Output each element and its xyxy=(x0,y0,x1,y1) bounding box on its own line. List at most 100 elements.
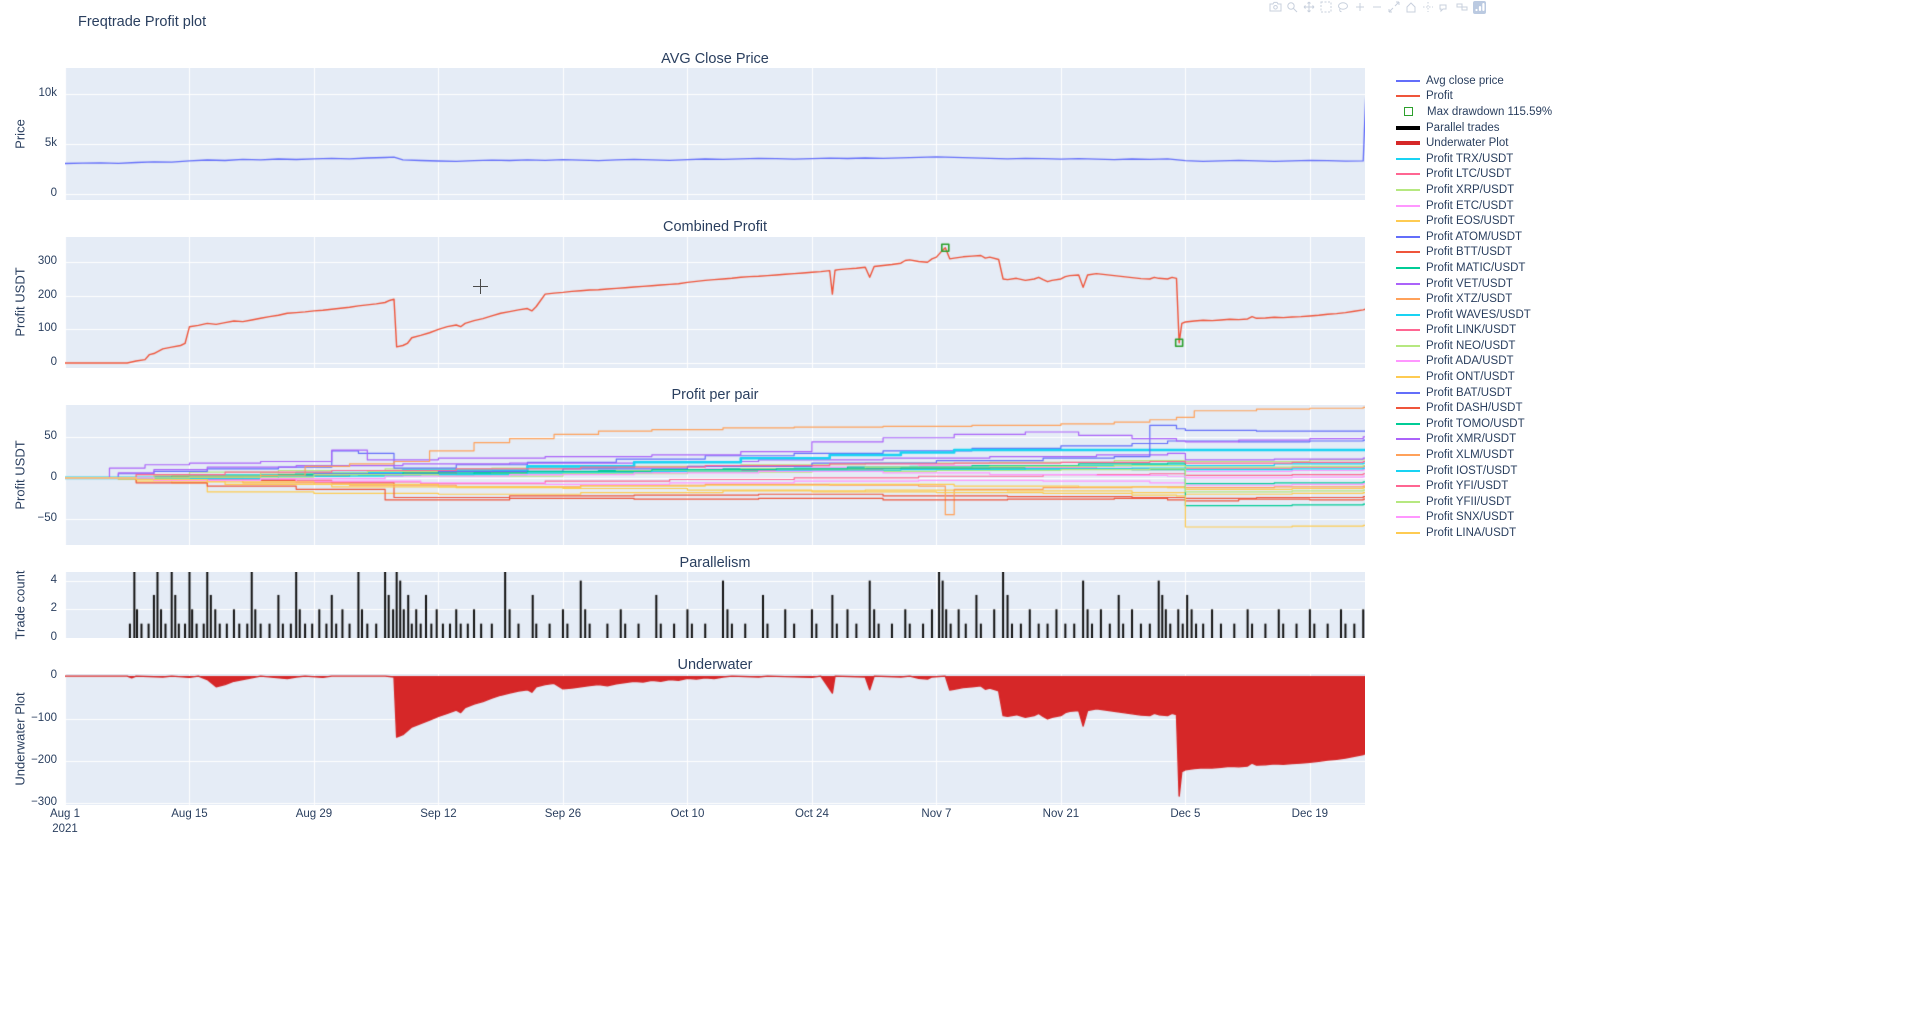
legend-line-sample xyxy=(1396,500,1420,503)
legend-item[interactable]: Profit BAT/USDT xyxy=(1396,385,1552,401)
y-axis-label-trade-count: Trade count xyxy=(12,570,28,640)
hover-closest-icon[interactable] xyxy=(1438,1,1452,13)
legend-line-sample xyxy=(1396,220,1420,223)
legend-item[interactable]: Profit BTT/USDT xyxy=(1396,245,1552,261)
legend-label: Profit XMR/USDT xyxy=(1426,433,1517,446)
legend-line-sample xyxy=(1396,391,1420,394)
zoom-in-icon[interactable] xyxy=(1353,1,1367,13)
y-tick-label: −100 xyxy=(31,711,57,724)
legend-label: Profit LINA/USDT xyxy=(1426,527,1517,540)
x-tick-label: Dec 19 xyxy=(1291,808,1329,820)
zoom-icon[interactable] xyxy=(1285,1,1299,13)
legend-line-sample xyxy=(1396,469,1420,472)
legend-line-sample xyxy=(1396,422,1420,425)
legend-item[interactable]: Profit DASH/USDT xyxy=(1396,400,1552,416)
legend-item[interactable]: Profit ADA/USDT xyxy=(1396,354,1552,370)
plotly-logo-icon[interactable] xyxy=(1472,1,1486,14)
y-tick-label: 0 xyxy=(50,669,57,682)
legend-item[interactable]: Profit LINK/USDT xyxy=(1396,323,1552,339)
legend-item[interactable]: Profit XRP/USDT xyxy=(1396,182,1552,198)
x-tick-label: Oct 10 xyxy=(670,808,705,820)
legend-item[interactable]: Max drawdown 115.59% xyxy=(1396,104,1552,120)
y-tick-label: 100 xyxy=(37,322,57,335)
legend-item[interactable]: Profit NEO/USDT xyxy=(1396,338,1552,354)
combined-profit-plot[interactable] xyxy=(65,237,1365,368)
legend-label: Profit TRX/USDT xyxy=(1426,152,1514,165)
legend-item[interactable]: Profit YFI/USDT xyxy=(1396,478,1552,494)
y-tick-label: 5k xyxy=(44,137,57,149)
legend-item[interactable]: Parallel trades xyxy=(1396,120,1552,136)
legend: Avg close price Profit Max drawdown 115.59… xyxy=(1396,73,1552,541)
underwater-plot[interactable] xyxy=(65,674,1365,805)
legend-item[interactable]: Underwater Plot xyxy=(1396,135,1552,151)
legend-line-sample xyxy=(1396,298,1420,301)
y-axis-label-underwater-plot: Underwater Plot xyxy=(12,692,28,786)
legend-item[interactable]: Profit XLM/USDT xyxy=(1396,447,1552,463)
spikelines-icon[interactable] xyxy=(1421,1,1435,13)
legend-item[interactable]: Profit LTC/USDT xyxy=(1396,167,1552,183)
page-title: Freqtrade Profit plot xyxy=(78,14,207,30)
legend-label: Profit VET/USDT xyxy=(1426,277,1513,290)
y-tick-label: 50 xyxy=(44,429,57,442)
profit-per-pair-plot[interactable] xyxy=(65,405,1365,545)
legend-line-sample xyxy=(1396,532,1420,535)
legend-line-sample xyxy=(1396,454,1420,457)
legend-item[interactable]: Profit TRX/USDT xyxy=(1396,151,1552,167)
x-tick-label: Nov 7 xyxy=(921,808,952,820)
hover-compare-icon[interactable] xyxy=(1455,1,1469,13)
plotly-modebar xyxy=(1268,1,1486,14)
legend-label: Avg close price xyxy=(1426,74,1504,87)
legend-label: Profit xyxy=(1426,90,1453,103)
legend-item[interactable]: Profit SNX/USDT xyxy=(1396,510,1552,526)
y-tick-label: 0 xyxy=(50,355,57,368)
legend-line-sample xyxy=(1396,95,1420,98)
avg-close-price-plot[interactable] xyxy=(65,68,1365,200)
legend-label: Parallel trades xyxy=(1426,121,1500,134)
y-tick-label: 0 xyxy=(50,470,57,483)
legend-item[interactable]: Profit XMR/USDT xyxy=(1396,432,1552,448)
legend-line-sample xyxy=(1396,79,1420,82)
x-tick-label: Nov 21 xyxy=(1042,808,1080,820)
legend-item[interactable]: Profit xyxy=(1396,89,1552,105)
reset-axes-icon[interactable] xyxy=(1404,1,1418,13)
legend-line-sample xyxy=(1396,344,1420,347)
legend-item[interactable]: Profit IOST/USDT xyxy=(1396,463,1552,479)
legend-item[interactable]: Avg close price xyxy=(1396,73,1552,89)
subplot-title-avg-close-price: AVG Close Price xyxy=(661,51,769,67)
parallelism-plot[interactable] xyxy=(65,572,1365,638)
legend-line-sample xyxy=(1396,516,1420,519)
legend-item[interactable]: Profit YFII/USDT xyxy=(1396,494,1552,510)
legend-line-sample xyxy=(1396,251,1420,254)
legend-label: Profit TOMO/USDT xyxy=(1426,417,1525,430)
legend-line-sample xyxy=(1396,157,1420,160)
pan-icon[interactable] xyxy=(1302,1,1316,13)
legend-item[interactable]: Profit ATOM/USDT xyxy=(1396,229,1552,245)
legend-item[interactable]: Profit LINA/USDT xyxy=(1396,525,1552,541)
legend-item[interactable]: Profit TOMO/USDT xyxy=(1396,416,1552,432)
y-tick-label: 4 xyxy=(50,573,57,586)
camera-icon[interactable] xyxy=(1268,1,1282,13)
legend-label: Profit ETC/USDT xyxy=(1426,199,1514,212)
y-tick-label: 300 xyxy=(37,255,57,268)
subplot-title-combined-profit: Combined Profit xyxy=(663,219,767,235)
legend-line-sample xyxy=(1396,438,1420,441)
legend-item[interactable]: Profit ONT/USDT xyxy=(1396,369,1552,385)
legend-item[interactable]: Profit VET/USDT xyxy=(1396,276,1552,292)
legend-item[interactable]: Profit XTZ/USDT xyxy=(1396,291,1552,307)
legend-label: Max drawdown 115.59% xyxy=(1427,105,1553,118)
autoscale-icon[interactable] xyxy=(1387,1,1401,13)
legend-item[interactable]: Profit WAVES/USDT xyxy=(1396,307,1552,323)
lasso-icon[interactable] xyxy=(1336,1,1350,13)
x-tick-label: Sep 26 xyxy=(544,808,582,820)
y-tick-label: −50 xyxy=(37,511,57,524)
legend-label: Profit BAT/USDT xyxy=(1426,386,1513,399)
box-select-icon[interactable] xyxy=(1319,1,1333,13)
legend-item[interactable]: Profit MATIC/USDT xyxy=(1396,260,1552,276)
zoom-out-icon[interactable] xyxy=(1370,1,1384,13)
legend-item[interactable]: Profit ETC/USDT xyxy=(1396,198,1552,214)
legend-label: Profit LINK/USDT xyxy=(1426,324,1517,337)
legend-label: Profit XTZ/USDT xyxy=(1426,293,1513,306)
legend-label: Profit YFII/USDT xyxy=(1426,495,1512,508)
legend-item[interactable]: Profit EOS/USDT xyxy=(1396,213,1552,229)
y-tick-label: 10k xyxy=(38,87,57,99)
